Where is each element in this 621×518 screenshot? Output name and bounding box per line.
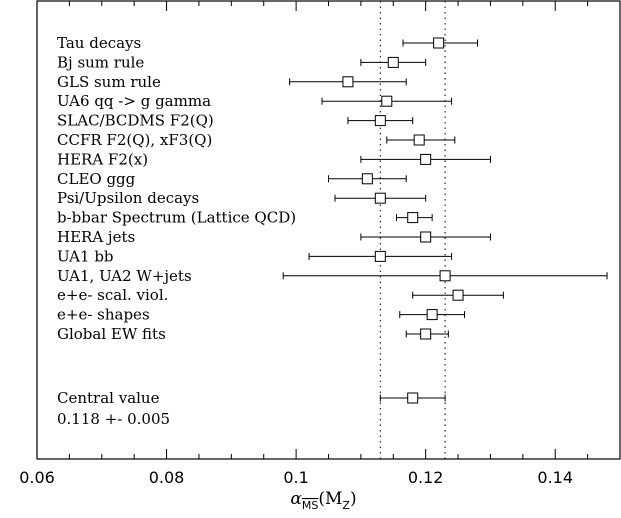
data-point-4: [321, 95, 453, 107]
category-label: UA1, UA2 W+jets: [57, 267, 192, 285]
marker-square: [420, 231, 432, 243]
marker-square: [361, 173, 373, 185]
data-point-12: [308, 250, 453, 262]
marker-square: [426, 309, 438, 321]
marker-square: [342, 76, 354, 88]
data-point-1: [402, 37, 478, 49]
data-point-14: [412, 289, 504, 301]
category-label: b-bbar Spectrum (Lattice QCD): [57, 209, 296, 227]
category-label: e+e- shapes: [57, 306, 150, 324]
xlabel-argument: (M: [318, 489, 342, 509]
data-point-6: [386, 134, 456, 146]
xlabel-symbol: α: [290, 489, 302, 509]
central-value-number: 0.118 +- 0.005: [57, 410, 170, 428]
marker-square: [374, 250, 386, 262]
category-label: UA6 qq -> g gamma: [57, 92, 211, 110]
data-points: [282, 37, 608, 340]
marker-square: [381, 95, 393, 107]
data-point-8: [328, 173, 407, 185]
marker-square: [433, 37, 445, 49]
marker-square: [452, 289, 464, 301]
category-label: Tau decays: [57, 34, 141, 52]
xlabel-subscript: MS: [302, 499, 318, 512]
marker-square: [413, 134, 425, 146]
data-point-15: [399, 309, 466, 321]
category-label: Psi/Upsilon decays: [57, 189, 199, 207]
x-tick-label: 0.12: [408, 468, 444, 487]
x-axis: 0.06 0.08 0.1 0.12 0.14: [19, 1, 621, 487]
marker-square: [407, 212, 419, 224]
central-value-group: Central value 0.118 +- 0.005: [57, 389, 446, 428]
data-point-11: [360, 231, 491, 243]
data-point-7: [360, 153, 491, 165]
marker-square: [387, 56, 399, 68]
category-label: UA1 bb: [57, 247, 114, 265]
x-tick-label: 0.08: [149, 468, 185, 487]
x-tick-label: 0.1: [283, 468, 308, 487]
data-point-10: [396, 212, 433, 224]
data-point-5: [347, 115, 414, 127]
central-value-label: Central value: [57, 389, 160, 407]
marker-square: [439, 270, 451, 282]
data-point-13: [282, 270, 608, 282]
marker-square: [420, 153, 432, 165]
data-point-16: [405, 328, 449, 340]
marker-square: [374, 115, 386, 127]
category-label: HERA jets: [57, 228, 135, 246]
category-label: CLEO ggg: [57, 170, 136, 188]
data-point-9: [334, 192, 427, 204]
category-label: e+e- scal. viol.: [57, 286, 168, 304]
data-point-2: [360, 56, 427, 68]
category-label: Bj sum rule: [57, 53, 144, 71]
category-label: SLAC/BCDMS F2(Q): [57, 112, 214, 130]
data-point-3: [289, 76, 407, 88]
reference-lines: [379, 1, 446, 459]
category-label: CCFR F2(Q), xF3(Q): [57, 131, 212, 149]
category-label: Global EW fits: [57, 325, 166, 343]
x-tick-label: 0.14: [537, 468, 573, 487]
xlabel-close: ): [350, 489, 357, 509]
x-axis-label: αMS(MZ): [290, 489, 356, 512]
xlabel-argument-sub: Z: [342, 499, 350, 512]
marker-square: [374, 192, 386, 204]
data-point-central: [379, 392, 446, 404]
category-label: GLS sum rule: [57, 73, 161, 91]
marker-square: [407, 392, 419, 404]
category-label: HERA F2(x): [57, 150, 148, 168]
marker-square: [420, 328, 432, 340]
x-tick-label: 0.06: [19, 468, 55, 487]
